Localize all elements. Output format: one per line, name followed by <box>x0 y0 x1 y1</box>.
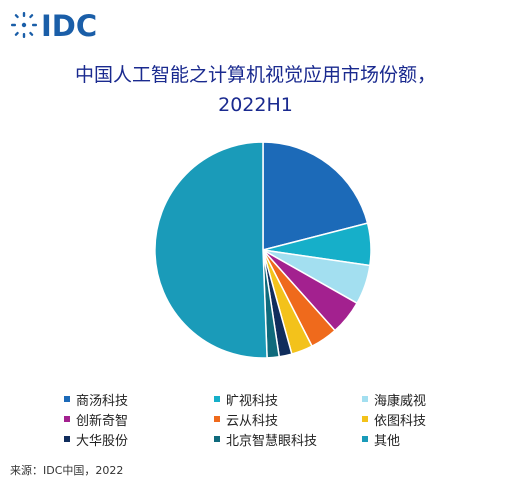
logo-text: IDC <box>41 9 97 42</box>
legend-swatch-3 <box>64 416 70 422</box>
chart-title: 中国人工智能之计算机视觉应用市场份额， 2022H1 <box>0 60 511 120</box>
legend-item-7: 北京智慧眼科技 <box>214 430 362 449</box>
legend-label-5: 依图科技 <box>374 413 427 429</box>
legend-label-6: 大华股份 <box>76 433 129 449</box>
legend-label-8: 其他 <box>374 433 401 449</box>
pie-chart <box>154 141 372 359</box>
chart-legend: 商汤科技 旷视科技 海康威视创新奇智 云从科技 依图科技大华股份 北京智慧眼科技 其他 <box>64 390 484 449</box>
legend-swatch-6 <box>64 436 70 442</box>
pie-slice-8 <box>154 141 268 359</box>
legend-swatch-8 <box>362 436 368 442</box>
legend-label-1: 旷视科技 <box>226 393 279 409</box>
legend-swatch-4 <box>214 416 220 422</box>
legend-label-0: 商汤科技 <box>76 393 129 409</box>
legend-swatch-1 <box>214 396 220 402</box>
legend-item-6: 大华股份 <box>64 430 214 449</box>
legend-item-5: 依图科技 <box>362 410 484 429</box>
legend-item-0: 商汤科技 <box>64 390 214 409</box>
idc-logo: IDC <box>10 8 120 42</box>
legend-swatch-7 <box>214 436 220 442</box>
legend-swatch-0 <box>64 396 70 402</box>
legend-item-8: 其他 <box>362 430 484 449</box>
chart-title-line-2: 2022H1 <box>218 94 293 116</box>
pie-chart-area <box>154 141 372 359</box>
legend-item-1: 旷视科技 <box>214 390 362 409</box>
legend-swatch-5 <box>362 416 368 422</box>
legend-label-3: 创新奇智 <box>76 413 129 429</box>
chart-title-line-1: 中国人工智能之计算机视觉应用市场份额， <box>74 64 436 86</box>
source-note: 来源：IDC中国，2022 <box>10 464 124 477</box>
legend-label-7: 北京智慧眼科技 <box>226 433 318 449</box>
legend-item-2: 海康威视 <box>362 390 484 409</box>
legend-swatch-2 <box>362 396 368 402</box>
idc-logo-icon: IDC <box>11 9 97 42</box>
legend-label-4: 云从科技 <box>226 413 279 429</box>
legend-item-3: 创新奇智 <box>64 410 214 429</box>
legend-label-2: 海康威视 <box>374 393 427 409</box>
legend-item-4: 云从科技 <box>214 410 362 429</box>
pie-slice-0 <box>262 141 369 251</box>
